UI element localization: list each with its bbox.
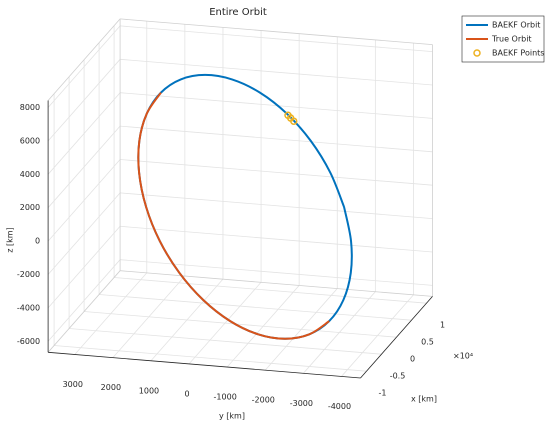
grid-line: [264, 288, 338, 371]
z-tick-label: -2000: [17, 270, 40, 279]
grid-line: [99, 294, 412, 321]
z-tick-label: 6000: [20, 136, 40, 145]
y-axis-label: y [km]: [219, 412, 245, 421]
grid-line: [69, 328, 382, 355]
z-tick-label: -4000: [17, 303, 40, 312]
grid-line: [47, 59, 121, 142]
y-axis-line: [48, 351, 361, 379]
grid-line: [84, 311, 397, 338]
legend-label: BAEKF Orbit: [492, 21, 540, 30]
y-tick-label: 1000: [139, 386, 159, 395]
grid-line: [120, 225, 433, 253]
z-tick-label: 2000: [20, 203, 40, 212]
x-tick-label: 0.5: [421, 338, 434, 347]
grid-line: [112, 275, 186, 358]
x-multiplier: ×10⁴: [453, 352, 473, 361]
legend-label: True Orbit: [491, 35, 532, 44]
legend-swatch: [473, 49, 481, 57]
x-tick-label: -1: [379, 389, 387, 398]
box-edge: [47, 18, 121, 101]
grid-line: [188, 282, 262, 365]
grid-line: [120, 159, 433, 186]
x-axis-line: [360, 296, 433, 379]
chart-title: Entire Orbit: [209, 7, 267, 18]
grid-line: [341, 294, 414, 377]
grid-line: [47, 125, 121, 208]
x-tick-label: -0.5: [390, 372, 406, 381]
grid-line: [47, 25, 121, 108]
box-edge: [120, 18, 433, 45]
y-tick-label: -3000: [290, 399, 313, 408]
grid-line: [120, 125, 433, 153]
grid-line: [120, 58, 433, 86]
y-tick-label: 2000: [101, 383, 121, 392]
point-marker: [284, 111, 292, 119]
grid-line: [47, 226, 121, 309]
grid-line: [47, 92, 121, 175]
y-tick-label: 0: [185, 389, 190, 398]
z-tick-label: 8000: [20, 103, 40, 112]
legend-label: BAEKF Points: [492, 49, 544, 58]
z-tick-label: 4000: [20, 170, 40, 179]
x-axis-label: x [km]: [411, 395, 437, 404]
grid-line: [54, 345, 367, 372]
grid-line: [303, 291, 376, 374]
grid-line: [120, 25, 433, 53]
grid-line: [150, 278, 224, 362]
grid-line: [74, 272, 148, 355]
grid-line: [120, 192, 433, 219]
z-tick-label: 0: [35, 237, 40, 246]
box-edge: [120, 270, 433, 297]
grid-line: [47, 192, 121, 275]
y-tick-label: -1000: [214, 393, 237, 402]
grid-line: [226, 285, 300, 368]
y-tick-label: 3000: [63, 380, 83, 389]
orbit-line: [137, 92, 330, 340]
z-axis-label: z [km]: [6, 227, 15, 252]
y-tick-label: -2000: [252, 396, 275, 405]
grid-line: [47, 259, 121, 342]
z-tick-label: -6000: [17, 337, 40, 346]
box-edge: [47, 270, 121, 353]
x-tick-label: 0: [410, 355, 415, 364]
grid-line: [47, 159, 121, 242]
y-tick-label: -4000: [328, 402, 351, 411]
grid-line: [114, 277, 427, 304]
x-tick-label: 1: [440, 321, 445, 330]
